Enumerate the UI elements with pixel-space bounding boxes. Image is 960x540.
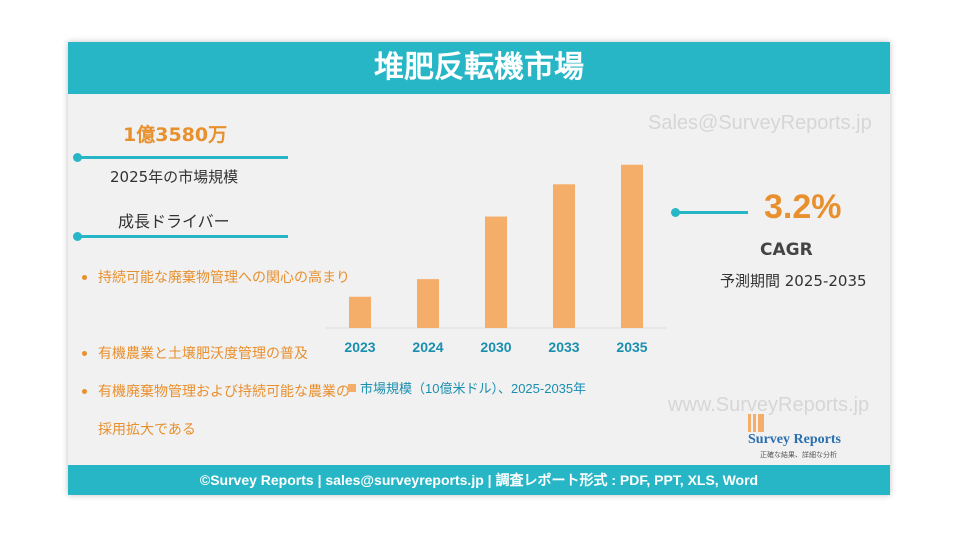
rule xyxy=(676,211,748,214)
bar xyxy=(553,184,575,328)
logo-icon xyxy=(748,414,764,432)
driver-text: 有機廃棄物管理および持続可能な農業の採用拡大である xyxy=(98,384,350,438)
bar xyxy=(485,216,507,328)
watermark: Sales@SurveyReports.jp xyxy=(648,112,872,134)
driver: 有機農業と土壌肥沃度管理の普及 xyxy=(82,335,358,373)
x-tick-label: 2035 xyxy=(616,339,647,355)
market-label: 2025年の市場規模 xyxy=(110,168,239,186)
rule xyxy=(78,235,288,238)
bar xyxy=(417,279,439,328)
title: 堆肥反転機市場 xyxy=(68,42,890,94)
cagr-value: 3.2% xyxy=(764,188,842,226)
driver-text: 持続可能な廃棄物管理への関心の高まり xyxy=(98,270,350,286)
chart: 2023 2024 2030 2033 2035 市場規模（10億米ドル）、2025-20… xyxy=(326,164,666,396)
watermark: www.SurveyReports.jp xyxy=(668,394,870,416)
logo-tagline: 正確な結果、詳細な分析 xyxy=(760,451,837,459)
driver-text: 有機農業と土壌肥沃度管理の普及 xyxy=(98,346,308,362)
legend-swatch xyxy=(348,384,356,392)
dot xyxy=(73,232,82,241)
cagr-label: CAGR xyxy=(760,240,813,260)
market-value: 1億3580万 xyxy=(123,124,228,146)
footer: ©Survey Reports | sales@surveyreports.jp… xyxy=(68,465,890,495)
driver: 有機廃棄物管理および持続可能な農業の採用拡大である xyxy=(82,373,358,449)
logo: Survey Reports xyxy=(748,432,841,447)
bar xyxy=(621,164,643,328)
x-tick-label: 2030 xyxy=(480,339,511,355)
bar xyxy=(349,296,371,328)
drivers-heading: 成長ドライバー xyxy=(118,212,230,231)
rule xyxy=(78,156,288,159)
infographic: 堆肥反転機市場 Sales@SurveyReports.jp www.Surve… xyxy=(68,42,890,495)
x-tick-label: 2033 xyxy=(548,339,579,355)
x-tick-label: 2023 xyxy=(344,339,375,355)
driver: 持続可能な廃棄物管理への関心の高まり xyxy=(82,259,358,297)
dot xyxy=(73,153,82,162)
legend-label: 市場規模（10億米ドル）、2025-2035年 xyxy=(360,381,586,396)
x-tick-label: 2024 xyxy=(412,339,443,355)
dot xyxy=(671,208,680,217)
period: 予測期間 2025-2035 xyxy=(720,272,867,290)
